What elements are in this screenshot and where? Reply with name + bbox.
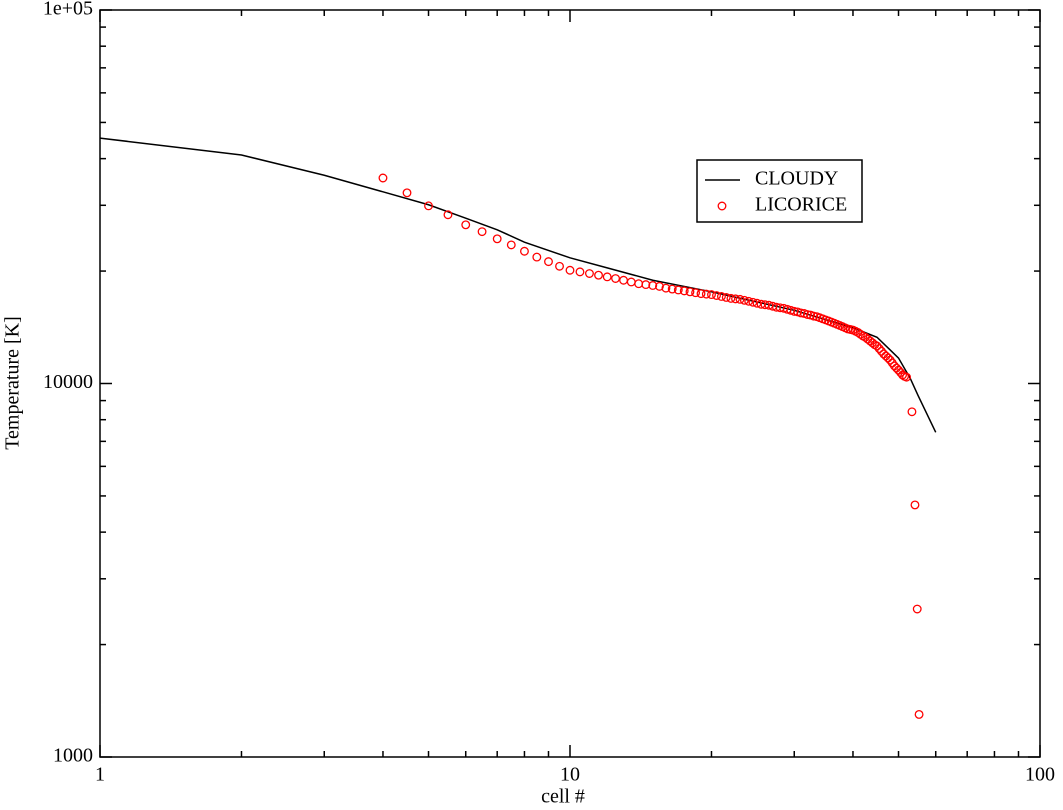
marker (809, 311, 819, 321)
marker (744, 296, 754, 306)
marker (424, 201, 433, 211)
marker (892, 363, 901, 373)
marker (492, 234, 502, 244)
marker (872, 341, 882, 351)
marker (735, 294, 745, 304)
legend-label: CLOUDY (755, 168, 838, 190)
legend-box (696, 159, 863, 223)
marker (914, 709, 924, 719)
marker (712, 291, 721, 300)
y-tick-label: 1e+05 (43, 0, 93, 20)
marker (912, 604, 922, 614)
marker (685, 287, 695, 297)
marker (544, 257, 553, 267)
marker (856, 329, 865, 339)
marker (902, 372, 911, 382)
legend-marker (717, 201, 727, 211)
marker (602, 272, 612, 282)
marker (874, 344, 884, 354)
marker (477, 227, 487, 237)
marker (565, 265, 575, 275)
marker (748, 297, 758, 307)
marker (796, 308, 806, 318)
marker (655, 281, 664, 291)
marker (667, 284, 677, 294)
marker (575, 267, 585, 277)
marker (661, 283, 671, 293)
marker (739, 295, 749, 305)
marker (877, 346, 886, 356)
marker (532, 252, 542, 262)
marker (679, 286, 689, 296)
marker (594, 270, 603, 280)
marker (673, 285, 683, 295)
marker (721, 292, 731, 302)
marker (691, 288, 701, 298)
marker (626, 277, 636, 287)
marker (701, 289, 711, 299)
plot-frame (99, 9, 1041, 758)
marker (696, 289, 706, 299)
marker (648, 281, 658, 290)
marker (910, 500, 920, 510)
x-tick-label: 100 (1025, 764, 1055, 786)
x-axis-label: cell # (541, 786, 585, 808)
marker (752, 298, 762, 308)
marker (802, 310, 812, 319)
marker (634, 279, 644, 289)
marker (611, 274, 620, 283)
marker (619, 275, 629, 285)
marker (731, 294, 740, 304)
marker (707, 290, 716, 300)
x-tick-label: 1 (95, 764, 105, 786)
marker (461, 220, 471, 230)
marker (402, 188, 412, 198)
x-tick-label: 10 (560, 764, 580, 786)
marker (716, 292, 726, 301)
legend-label: LICORICE (755, 194, 847, 216)
marker (443, 210, 453, 220)
y-tick-label: 10000 (43, 371, 93, 393)
marker (555, 261, 564, 271)
y-axis-label: Temperature [K] (2, 316, 24, 450)
marker (506, 240, 516, 250)
marker (881, 351, 891, 361)
marker (585, 269, 594, 278)
marker (907, 407, 917, 417)
marker (726, 293, 736, 303)
marker (378, 173, 388, 183)
y-tick-label: 1000 (53, 745, 93, 767)
line (99, 137, 937, 433)
marker (520, 246, 529, 256)
